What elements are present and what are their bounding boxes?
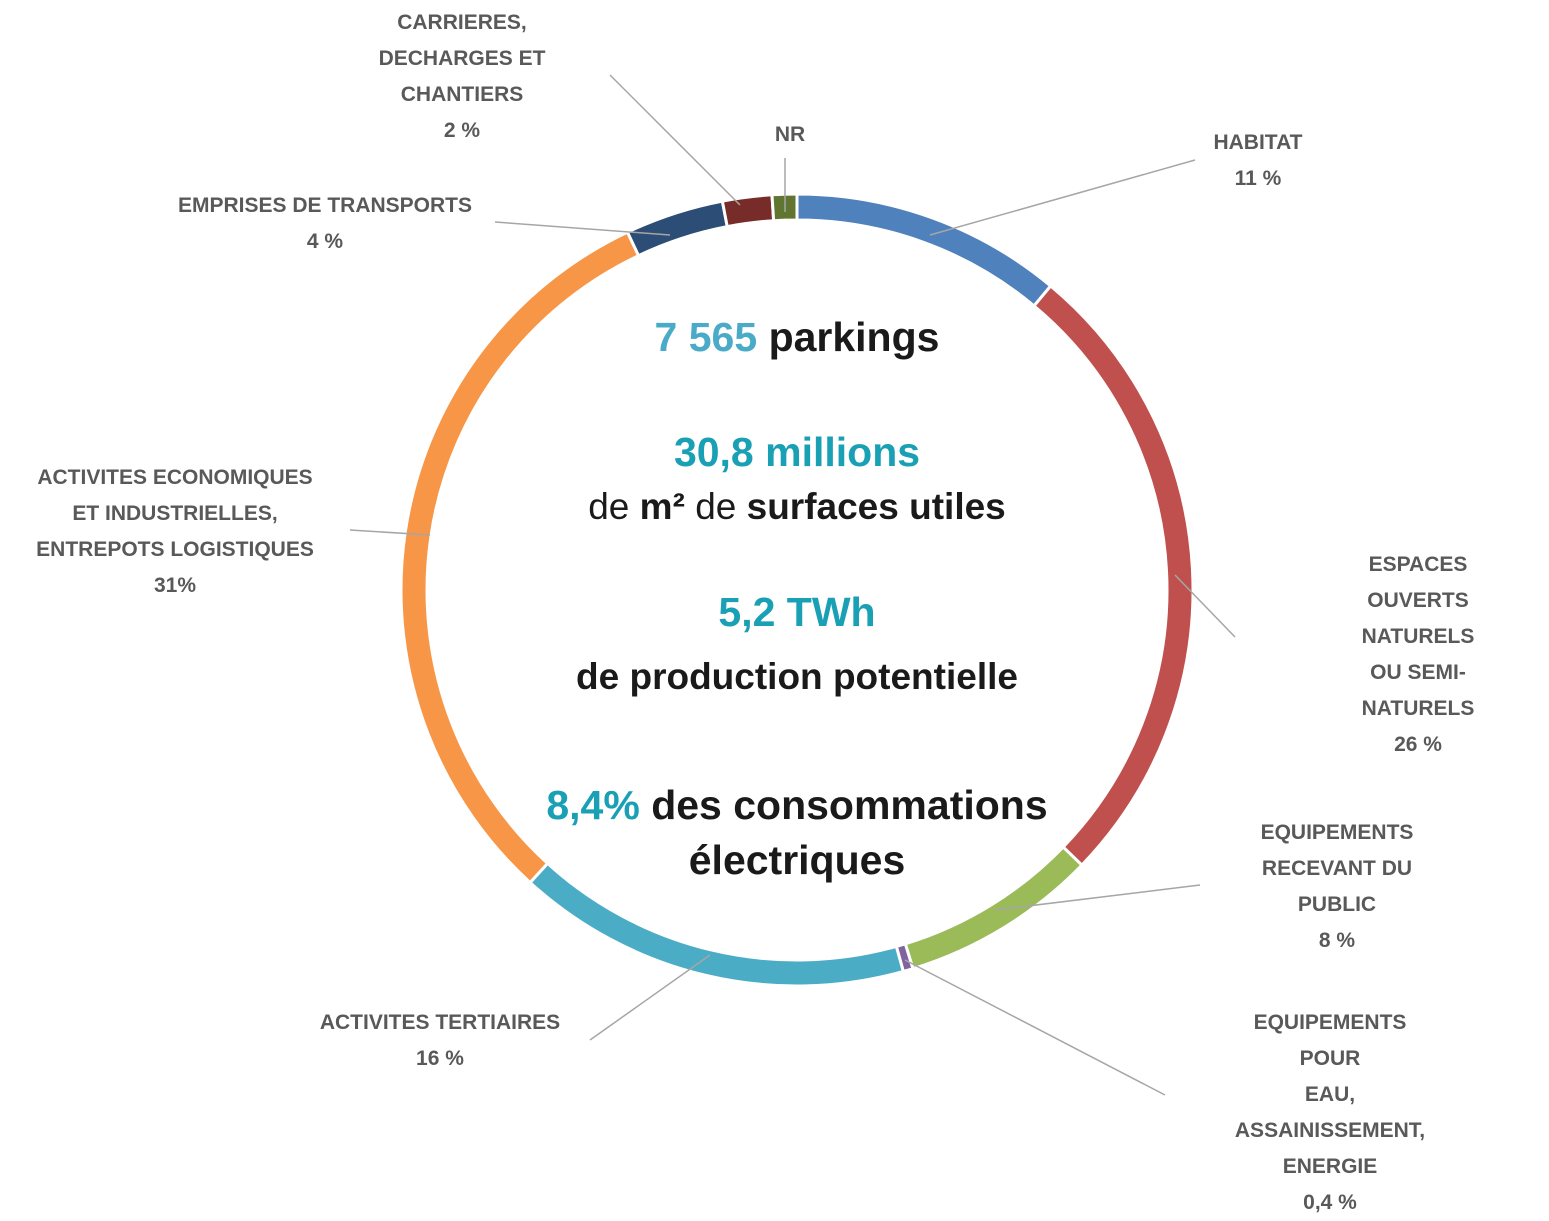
donut-segment — [625, 199, 730, 258]
center-text: des consommations — [651, 782, 1048, 828]
category-label: ESPACES OUVERTS NATURELS OU SEMI- NATURE… — [1361, 553, 1475, 720]
value-label: 2 % — [443, 119, 481, 142]
category-label: NR — [774, 123, 806, 146]
value-label: 0,4 % — [1303, 1191, 1357, 1214]
value-label: 8 % — [1318, 929, 1356, 952]
data-label: ACTIVITES ECONOMIQUES ET INDUSTRIELLES, … — [36, 460, 314, 604]
data-label: NR — [775, 117, 805, 153]
center-line: électriques — [0, 835, 1549, 885]
center-text: parkings — [768, 314, 940, 360]
data-label: ESPACES OUVERTS NATURELS OU SEMI- NATURE… — [1353, 547, 1484, 763]
center-text: m² — [639, 486, 685, 527]
category-label: EQUIPEMENTS POUR EAU, ASSAINISSEMENT, EN… — [1234, 1011, 1426, 1178]
leader-line — [349, 529, 431, 536]
category-label: ACTIVITES ECONOMIQUES ET INDUSTRIELLES, … — [36, 466, 314, 561]
center-text: de — [588, 486, 630, 527]
leader-line — [929, 159, 1196, 236]
value-label: 11 % — [1234, 167, 1282, 190]
center-text: surfaces utiles — [746, 486, 1006, 527]
leader-line — [1174, 574, 1236, 638]
center-text: de production potentielle — [576, 656, 1018, 697]
center-text: 30,8 millions — [673, 429, 921, 475]
leader-line — [609, 74, 741, 206]
center-line: de production potentielle — [0, 652, 1549, 702]
category-label: HABITAT — [1213, 131, 1303, 154]
center-line: 7 565 parkings — [0, 312, 1549, 362]
data-label: EQUIPEMENTS POUR EAU, ASSAINISSEMENT, EN… — [1221, 1005, 1440, 1221]
data-label: EMPRISES DE TRANSPORTS 4 % — [178, 188, 472, 260]
donut-segment — [720, 193, 776, 229]
value-label: 31% — [153, 574, 197, 597]
donut-chart — [349, 74, 1236, 1096]
value-label: 16 % — [416, 1047, 464, 1070]
data-label: ACTIVITES TERTIAIRES 16 % — [320, 1005, 560, 1077]
leader-line — [994, 884, 1201, 911]
center-line: de m² de surfaces utiles — [0, 482, 1549, 532]
center-text: de — [695, 486, 737, 527]
category-label: EMPRISES DE TRANSPORTS — [177, 194, 473, 217]
chart: 7 565 parkings 30,8 millions de m² de su… — [0, 5, 1549, 1214]
category-label: EQUIPEMENTS RECEVANT DU PUBLIC — [1260, 821, 1414, 916]
category-label: ACTIVITES TERTIAIRES — [319, 1011, 561, 1034]
data-label: EQUIPEMENTS RECEVANT DU PUBLIC 8 % — [1261, 815, 1414, 959]
value-label: 4 % — [306, 230, 344, 253]
center-text: 7 565 — [654, 314, 758, 360]
center-text: électriques — [688, 837, 906, 883]
data-label: HABITAT 11 % — [1213, 125, 1302, 197]
donut-segment — [795, 192, 1053, 309]
category-label: CARRIERES, DECHARGES ET CHANTIERS — [378, 11, 546, 106]
center-line: 5,2 TWh — [0, 587, 1549, 637]
center-text: 5,2 TWh — [718, 589, 876, 635]
center-line: 8,4% des consommations — [0, 780, 1549, 830]
data-label: CARRIERES, DECHARGES ET CHANTIERS 2 % — [379, 5, 546, 149]
donut-segment — [1031, 283, 1195, 868]
leader-line — [494, 221, 671, 236]
center-text: 8,4% — [546, 782, 640, 828]
leader-line — [589, 954, 711, 1041]
center-line: 30,8 millions — [0, 427, 1549, 477]
leader-line — [904, 959, 1166, 1096]
value-label: 26 % — [1394, 733, 1442, 756]
